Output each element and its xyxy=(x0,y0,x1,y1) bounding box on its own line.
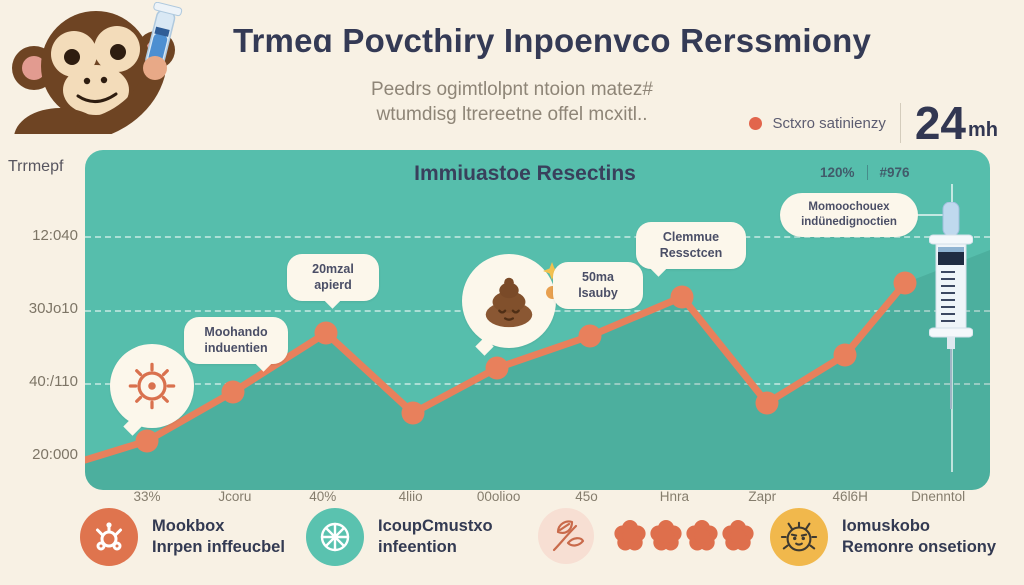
x-axis-label: 00olioo xyxy=(476,489,521,504)
legend-label: IcoupCmustxo xyxy=(378,516,493,535)
callout-bubble: 50ma lsauby xyxy=(553,262,643,309)
data-point xyxy=(221,380,245,404)
kpi-label: Sctxro satinienzy xyxy=(772,114,886,132)
legend-label: Mookbox xyxy=(152,516,225,535)
callout-text: Moohando xyxy=(204,325,268,339)
data-point xyxy=(578,324,602,348)
x-axis-label: Hnra xyxy=(659,489,690,504)
poop-icon xyxy=(485,277,533,328)
x-axis-label: Jcoru xyxy=(218,489,252,504)
callout-virus-bubble xyxy=(110,344,194,428)
kpi-divider xyxy=(899,103,901,143)
bug-icon xyxy=(770,508,828,566)
x-axis-label: 45o xyxy=(575,489,598,504)
callout-text: Momoochouex xyxy=(808,201,890,213)
legend-label: Iomuskobo xyxy=(842,516,931,535)
test-tube-icon xyxy=(145,2,183,69)
y-axis-tick: 12:040 xyxy=(32,227,78,244)
callout-bubble: Moohando induentien xyxy=(184,317,288,364)
x-axis-label: 4liio xyxy=(398,489,423,504)
y-axis-tick: 40:/110 xyxy=(29,373,78,390)
legend-item: Iomuskobo Remonre onsetiony xyxy=(770,508,996,566)
flower-star-icon xyxy=(614,520,646,551)
stat-percvalue: 120% xyxy=(820,165,855,180)
callout-bubble: Clemmue Ressctcen xyxy=(636,222,746,269)
kpi-unit: mh xyxy=(968,119,998,141)
wheel-icon xyxy=(306,508,364,566)
x-axis-label: 46l6H xyxy=(832,489,868,504)
legend-item: IcoupCmustxo infeention xyxy=(306,508,493,566)
callout-emoji-bubble xyxy=(462,254,556,348)
subtitle-line1: Peedrs ogimtlolpnt ntoion matez# xyxy=(371,79,653,100)
page-subtitle: Peedrs ogimtlolpnt ntoion matez# wtumdis… xyxy=(140,78,884,127)
callout-text: Clemmue xyxy=(662,230,720,244)
chart-stats: 120% #976 xyxy=(820,165,910,180)
data-point xyxy=(670,285,694,309)
flower-star-icon xyxy=(686,520,718,551)
callout-text: apierd xyxy=(314,278,352,293)
star-rating xyxy=(612,518,756,554)
legend-label: Inrpen inffeucbel xyxy=(152,538,285,556)
legend-item: Mookbox Inrpen inffeucbel xyxy=(80,508,285,566)
flower-star-icon xyxy=(722,520,754,551)
data-point xyxy=(755,391,779,415)
flower-star-icon xyxy=(650,520,682,551)
stat-divider xyxy=(866,165,868,180)
data-point xyxy=(314,321,338,345)
legend-label: Remonre onsetiony xyxy=(842,538,997,556)
x-axis-label: 33% xyxy=(133,489,161,504)
callout-text: 20mzal xyxy=(312,262,354,276)
line-chart xyxy=(85,250,990,490)
legend-label: infeention xyxy=(378,538,457,556)
data-point xyxy=(135,429,159,453)
callout-text: indünedignoctien xyxy=(801,215,897,228)
callout-bubble: 20mzal apierd xyxy=(287,254,379,301)
legend-item xyxy=(538,508,756,564)
x-axis-label: 40% xyxy=(309,489,337,504)
monkey-illustration xyxy=(12,2,183,134)
chart-panel: Immiuastoe Resectins 120% #976 Moohando … xyxy=(85,150,990,490)
virus-icon xyxy=(80,508,138,566)
syringe-icon xyxy=(929,202,973,409)
chart-title: Immiuastoe Resectins xyxy=(414,162,636,185)
subtitle-line2: wtumdisg ltrereetne offel mcxitl.. xyxy=(376,103,648,125)
page-title: Trmeɑ Povcthiry Inpoenvco Rerssmiony xyxy=(232,22,872,59)
annotation-connector-line xyxy=(895,214,949,216)
gridline xyxy=(85,383,990,385)
callout-text: Ressctcen xyxy=(659,246,723,261)
x-axis-label: Zapr xyxy=(748,489,777,504)
callout-text: 50ma xyxy=(582,270,614,284)
y-axis-tick: 30Jo10 xyxy=(28,300,78,317)
data-point xyxy=(893,271,917,295)
x-axis-label: Dnenntol xyxy=(911,489,966,504)
data-point xyxy=(401,401,425,425)
stat-ref: #976 xyxy=(879,165,910,180)
virus-icon xyxy=(128,362,176,410)
callout-text: induentien xyxy=(204,341,268,356)
kpi-block: Sctxro satinienzy 24 mh xyxy=(749,100,998,146)
gridline xyxy=(85,236,990,238)
leaf-icon xyxy=(538,508,594,564)
data-point xyxy=(833,343,857,367)
data-point xyxy=(485,356,509,380)
callout-bubble: Momoochouex indünedignoctien xyxy=(780,193,918,237)
kpi-value: 24 xyxy=(914,97,966,149)
callout-text: lsauby xyxy=(578,286,618,301)
y-axis-tick: 20:000 xyxy=(32,446,78,463)
legend-dot-icon xyxy=(749,116,763,130)
sparkle-star-icon xyxy=(543,262,561,280)
y-axis-title: Trrmepf xyxy=(8,158,64,175)
